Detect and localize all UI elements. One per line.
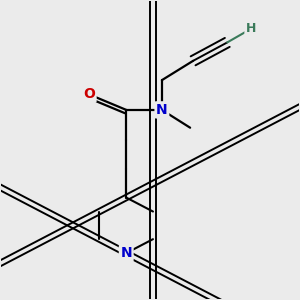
Text: H: H <box>246 22 256 35</box>
Text: N: N <box>156 103 168 117</box>
Text: O: O <box>83 87 95 101</box>
Text: N: N <box>120 246 132 260</box>
